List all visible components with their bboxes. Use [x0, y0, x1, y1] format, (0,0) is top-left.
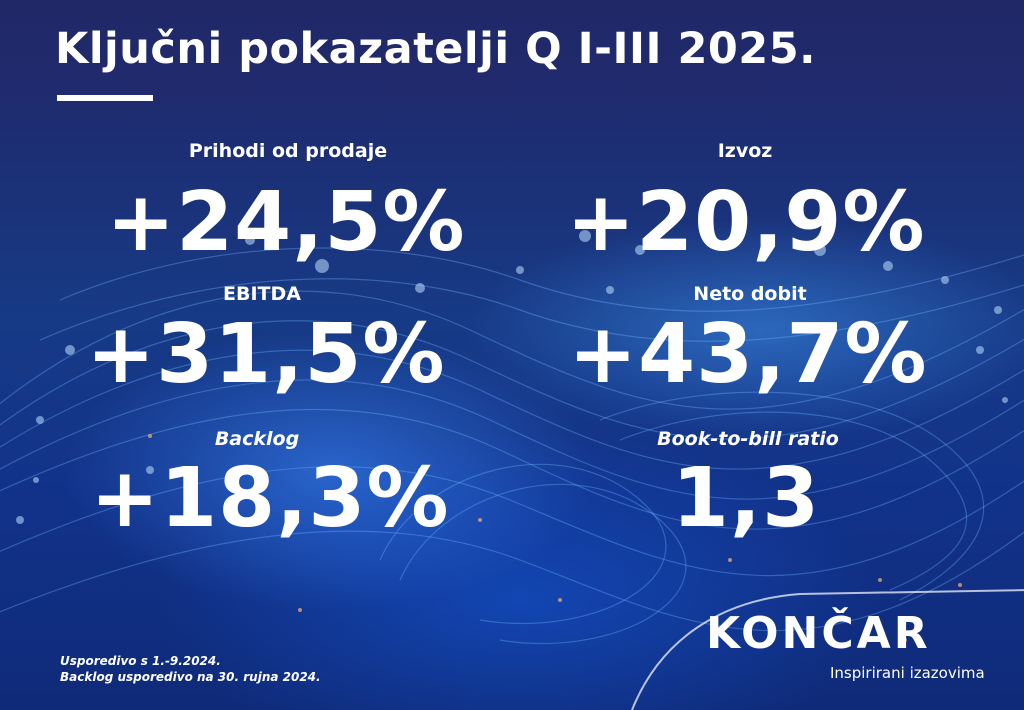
brand-name: KONČAR	[706, 608, 931, 659]
page-title: Ključni pokazatelji Q I-III 2025.	[55, 24, 816, 74]
kpi-value-ebitda: +31,5%	[86, 307, 446, 402]
kpi-label-net-profit: Neto dobit	[693, 283, 807, 305]
kpi-value-backlog: +18,3%	[90, 451, 450, 546]
kpi-value-net-profit: +43,7%	[568, 307, 928, 402]
footnote-backlog: Backlog usporedivo na 30. rujna 2024.	[60, 670, 321, 684]
kpi-label-book-to-bill: Book-to-bill ratio	[657, 428, 839, 450]
footnote-comparison: Usporedivo s 1.-9.2024.	[60, 654, 221, 668]
brand-logo: KONČAR Inspirirani izazovima	[706, 608, 986, 683]
kpi-label-sales: Prihodi od prodaje	[188, 140, 388, 162]
kpi-label-backlog: Backlog	[214, 428, 300, 450]
kpi-label-export: Izvoz	[717, 140, 773, 162]
kpi-value-sales: +24,5%	[106, 175, 466, 270]
kpi-label-ebitda: EBITDA	[223, 283, 301, 305]
title-underline	[57, 95, 153, 101]
kpi-value-book-to-bill: 1,3	[671, 451, 821, 546]
kpi-value-export: +20,9%	[566, 175, 926, 270]
brand-tagline: Inspirirani izazovima	[830, 664, 985, 682]
